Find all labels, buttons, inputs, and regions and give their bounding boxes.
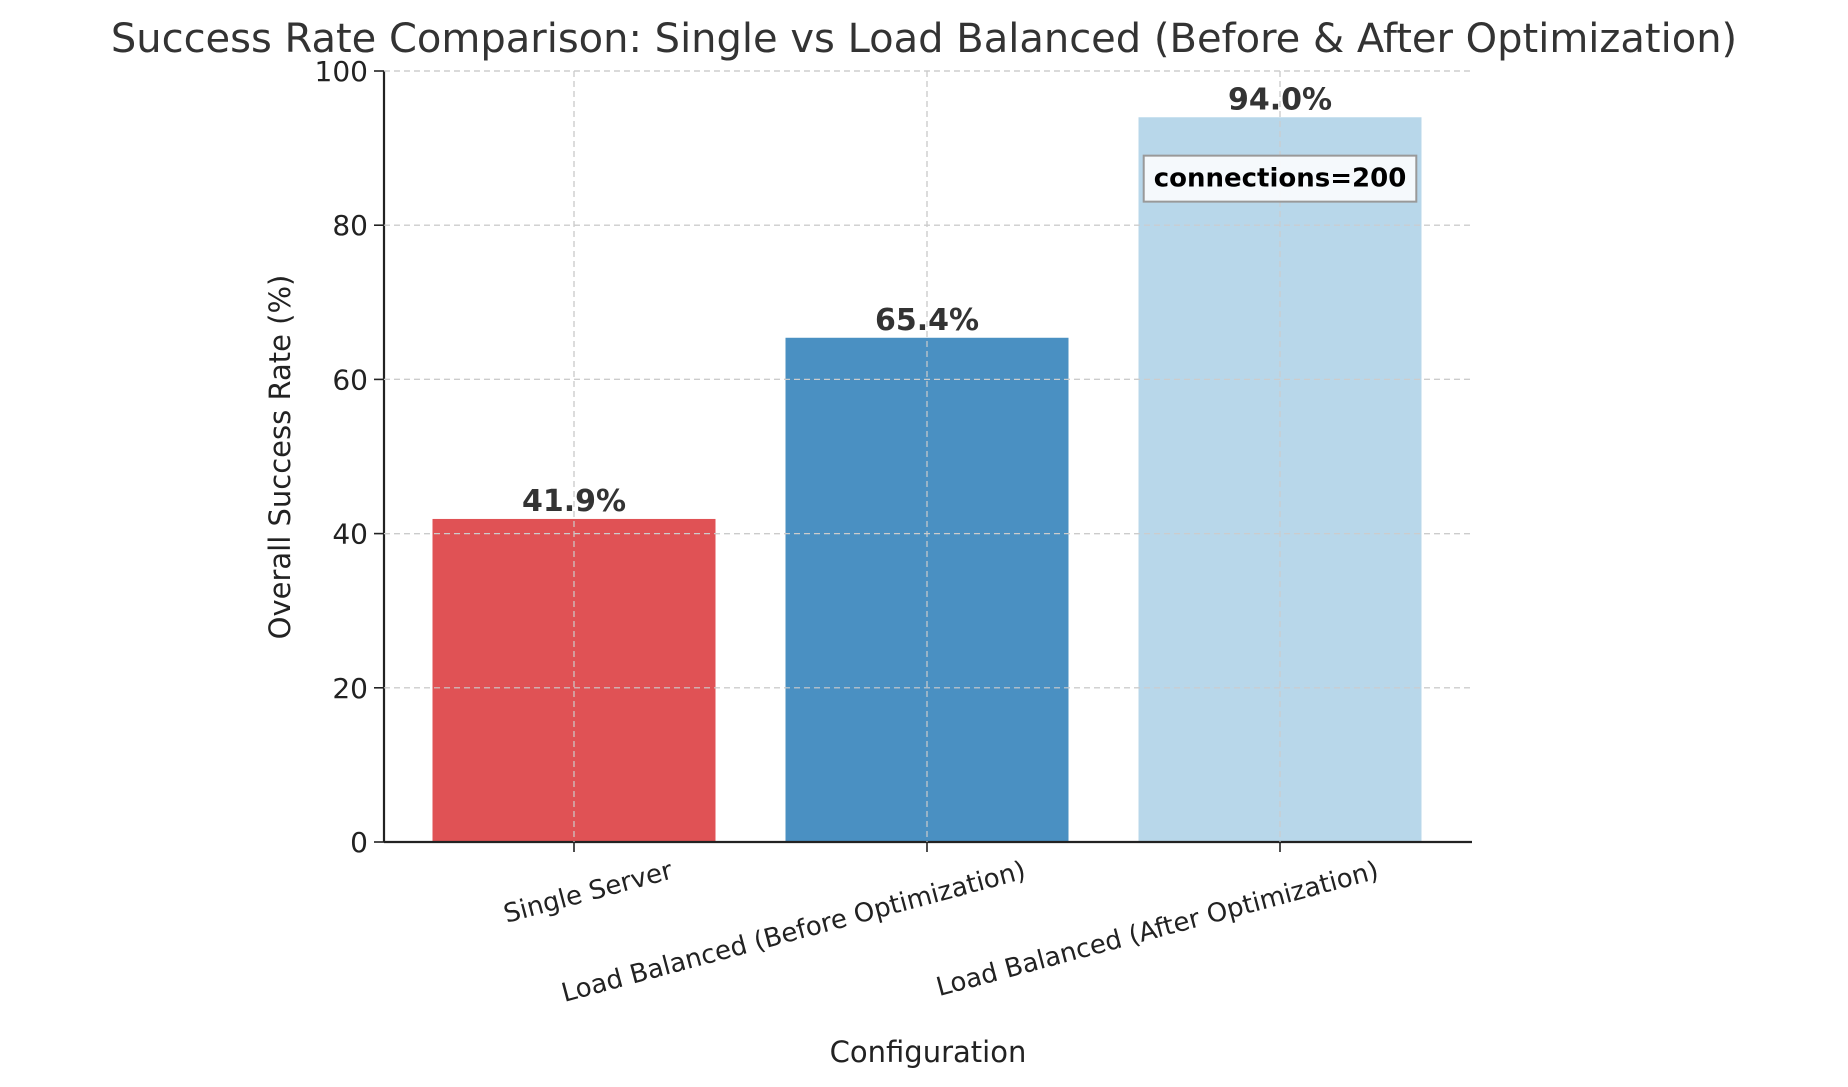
y-tick-label: 0 [350, 826, 368, 859]
x-axis-label: Configuration [830, 1035, 1027, 1069]
y-tick-label: 60 [332, 363, 368, 396]
y-tick-label: 80 [332, 209, 368, 242]
y-axis-label: Overall Success Rate (%) [263, 275, 297, 640]
axes [374, 70, 1472, 852]
y-tick-label: 100 [315, 55, 368, 88]
y-tick-label: 20 [332, 672, 368, 705]
y-tick-label: 40 [332, 518, 368, 551]
x-tick-label: Single Server [500, 856, 676, 930]
annotation-box [1142, 154, 1418, 203]
annotation-text: connections=200 [1154, 164, 1407, 194]
chart-title: Success Rate Comparison: Single vs Load … [111, 16, 1737, 62]
